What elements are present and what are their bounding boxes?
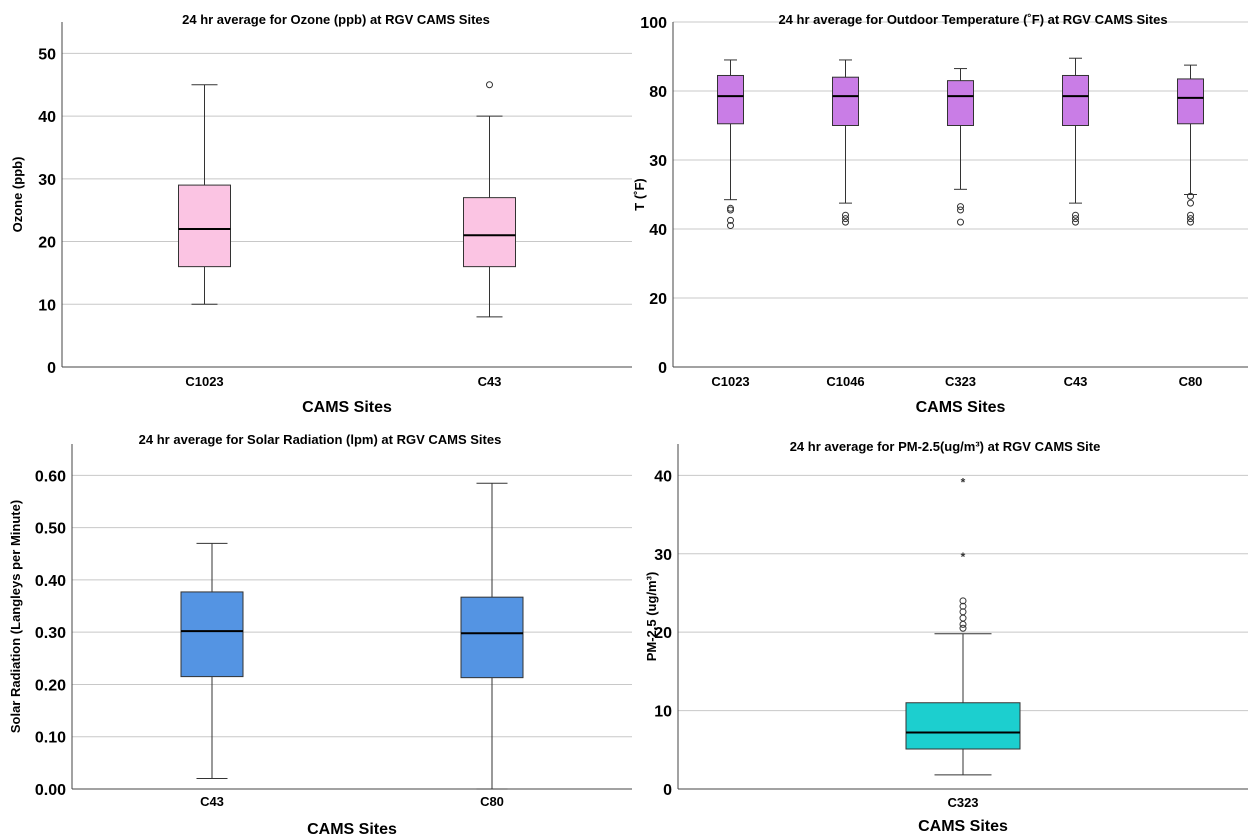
x-category-label: C80 xyxy=(1179,374,1203,389)
x-category-label: C80 xyxy=(480,794,504,809)
y-tick-label: 10 xyxy=(38,297,56,314)
outlier-point xyxy=(486,81,493,89)
outlier-point xyxy=(959,602,967,610)
y-tick-label: 0.60 xyxy=(35,468,66,485)
pm25-chart-panel: 0 10 20 30 40 * * C323 24 hr average for PM-2.5(… xyxy=(636,422,1253,837)
y-tick-label: 40 xyxy=(649,222,667,239)
y-tick-label: 20 xyxy=(649,291,667,308)
y-tick-label: 100 xyxy=(640,15,667,32)
y-tick-label: 10 xyxy=(654,704,672,721)
y-tick-label: 30 xyxy=(649,153,667,170)
x-category-label: C323 xyxy=(947,795,978,810)
iqr-box xyxy=(178,184,231,268)
outlier-point xyxy=(1187,215,1194,223)
temperature-boxplot: 0 20 40 30 80 100 C1023 C1046 C323 C43 C80 24 hr av… xyxy=(632,12,1248,416)
solar-radiation-chart-panel: 0.00 0.10 0.20 0.30 0.40 0.50 0.60 C43 C80 24 hr … xyxy=(0,422,640,837)
x-category-label: C1046 xyxy=(826,374,864,389)
outlier-point xyxy=(957,203,964,211)
outlier-point xyxy=(959,624,967,632)
y-tick-label: 20 xyxy=(38,235,56,252)
y-axis-title: PM-2.5 (ug/m³) xyxy=(644,572,659,662)
iqr-box xyxy=(717,74,744,125)
y-tick-label: 40 xyxy=(654,468,672,485)
y-tick-label: 80 xyxy=(649,84,667,101)
outlier-point xyxy=(957,218,964,226)
chart-title: 24 hr average for Ozone (ppb) at RGV CAM… xyxy=(182,12,490,27)
outlier-point xyxy=(727,222,734,230)
x-category-label: C43 xyxy=(478,374,502,389)
solar-radiation-boxplot: 0.00 0.10 0.20 0.30 0.40 0.50 0.60 C43 C80 24 hr … xyxy=(8,432,632,837)
outlier-point xyxy=(959,597,967,605)
y-tick-label: 0.10 xyxy=(35,730,66,747)
outlier-point xyxy=(1187,211,1194,219)
outlier-point xyxy=(842,218,849,226)
y-tick-label: 30 xyxy=(38,172,56,189)
y-axis-title: T (˚F) xyxy=(632,178,647,210)
ozone-boxplot: 0 10 20 30 40 50 C1023 C43 24 hr average for Ozo… xyxy=(10,12,632,416)
outlier-point xyxy=(957,206,964,214)
x-axis-title: CAMS Sites xyxy=(302,399,392,416)
outlier-point xyxy=(842,215,849,223)
iqr-box xyxy=(460,596,524,679)
outlier-point xyxy=(1072,218,1079,226)
y-tick-label: 0.40 xyxy=(35,573,66,590)
x-axis-title: CAMS Sites xyxy=(918,818,1008,835)
extreme-point: * xyxy=(961,550,966,564)
iqr-box xyxy=(832,76,859,126)
y-tick-label: 50 xyxy=(38,46,56,63)
chart-title: 24 hr average for PM-2.5(ug/m³) at RGV C… xyxy=(790,439,1101,454)
y-axis-title: Ozone (ppb) xyxy=(10,157,25,233)
y-tick-label: 0.50 xyxy=(35,521,66,538)
iqr-box xyxy=(947,80,974,126)
outlier-point xyxy=(1187,199,1194,207)
y-tick-label: 0 xyxy=(658,360,667,377)
iqr-box xyxy=(1177,78,1204,125)
outlier-point xyxy=(842,211,849,219)
extreme-point: * xyxy=(961,475,966,489)
y-tick-label: 0.20 xyxy=(35,677,66,694)
outlier-point xyxy=(727,216,734,224)
chart-title: 24 hr average for Outdoor Temperature (˚… xyxy=(778,12,1167,27)
outlier-point xyxy=(1187,192,1194,200)
y-tick-label: 0.30 xyxy=(35,625,66,642)
iqr-box xyxy=(180,591,244,678)
y-tick-label: 40 xyxy=(38,109,56,126)
outlier-point xyxy=(1187,218,1194,226)
y-tick-label: 0 xyxy=(47,360,56,377)
x-category-label: C323 xyxy=(945,374,976,389)
iqr-box xyxy=(463,197,516,268)
y-axis-title: Solar Radiation (Langleys per Minute) xyxy=(8,500,23,733)
y-tick-label: 0 xyxy=(663,782,672,799)
iqr-box xyxy=(905,702,1021,750)
x-axis-title: CAMS Sites xyxy=(916,399,1006,416)
y-tick-label: 30 xyxy=(654,547,672,564)
x-category-label: C43 xyxy=(1064,374,1088,389)
outlier-point xyxy=(959,620,967,628)
temperature-chart-panel: 0 20 40 30 80 100 C1023 C1046 C323 C43 C80 24 hr av… xyxy=(632,0,1253,418)
x-category-label: C1023 xyxy=(185,374,223,389)
y-tick-label: 0.00 xyxy=(35,782,66,799)
iqr-box xyxy=(1062,74,1089,126)
y-tick-label: 20 xyxy=(654,625,672,642)
chart-title: 24 hr average for Solar Radiation (lpm) … xyxy=(139,432,502,447)
outlier-point xyxy=(1072,215,1079,223)
outlier-point xyxy=(1072,211,1079,219)
x-axis-title: CAMS Sites xyxy=(307,821,397,837)
x-category-label: C1023 xyxy=(711,374,749,389)
outlier-point xyxy=(959,614,967,622)
pm25-boxplot: 0 10 20 30 40 * * C323 24 hr average for PM-2.5(… xyxy=(644,439,1248,835)
x-category-label: C43 xyxy=(200,794,224,809)
outlier-point xyxy=(727,206,734,214)
ozone-chart-panel: 0 10 20 30 40 50 C1023 C43 24 hr average for Ozo… xyxy=(0,0,640,418)
